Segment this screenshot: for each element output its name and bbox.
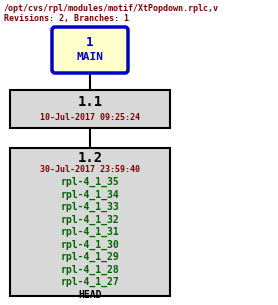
Text: 1: 1 (86, 37, 94, 49)
Text: rpl-4_1_27: rpl-4_1_27 (61, 277, 119, 287)
Text: rpl-4_1_28: rpl-4_1_28 (61, 264, 119, 274)
Text: rpl-4_1_29: rpl-4_1_29 (61, 252, 119, 262)
Text: Revisions: 2, Branches: 1: Revisions: 2, Branches: 1 (4, 14, 129, 23)
FancyBboxPatch shape (52, 27, 128, 73)
Text: rpl-4_1_33: rpl-4_1_33 (61, 202, 119, 212)
Text: rpl-4_1_35: rpl-4_1_35 (61, 177, 119, 187)
Text: rpl-4_1_32: rpl-4_1_32 (61, 214, 119, 224)
Text: HEAD: HEAD (78, 289, 102, 300)
Text: rpl-4_1_34: rpl-4_1_34 (61, 189, 119, 199)
Bar (10, 148, 170, 296)
Text: rpl-4_1_30: rpl-4_1_30 (61, 239, 119, 249)
Text: rpl-4_1_31: rpl-4_1_31 (61, 227, 119, 237)
Text: 1.1: 1.1 (78, 95, 103, 109)
Text: 1.2: 1.2 (78, 151, 103, 165)
Text: /opt/cvs/rpl/modules/motif/XtPopdown.rplc,v: /opt/cvs/rpl/modules/motif/XtPopdown.rpl… (4, 4, 219, 13)
Text: 10-Jul-2017 09:25:24: 10-Jul-2017 09:25:24 (40, 113, 140, 121)
Bar (10, 90, 170, 128)
Text: 30-Jul-2017 23:59:40: 30-Jul-2017 23:59:40 (40, 166, 140, 174)
Text: MAIN: MAIN (76, 52, 103, 62)
